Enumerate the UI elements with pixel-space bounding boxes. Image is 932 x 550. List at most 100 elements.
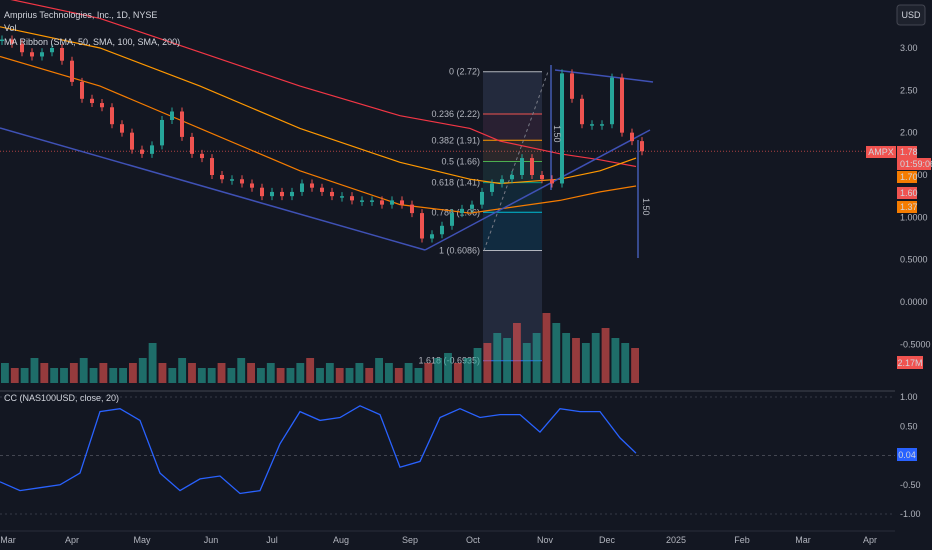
volume-bar (463, 358, 472, 383)
trendline-lower (0, 127, 426, 251)
volume-bar (365, 368, 374, 383)
candle (520, 158, 524, 175)
volume-bar (453, 363, 462, 383)
cc-tick: -0.50 (900, 480, 921, 490)
candle (430, 234, 434, 239)
candle (300, 183, 304, 192)
volume-bar (60, 368, 68, 383)
candle (380, 200, 384, 205)
volume-bar (1, 363, 9, 383)
price-tick: 2.00 (900, 128, 918, 138)
time-tick: Dec (599, 535, 616, 545)
candle (410, 204, 414, 214)
volume-bar (552, 323, 561, 383)
price-tick: 2.50 (900, 85, 918, 95)
candle (20, 43, 24, 53)
volume-bar (296, 363, 305, 383)
cc-tag-label: 0.04 (898, 450, 916, 460)
candle (180, 111, 184, 137)
volume-bar (276, 368, 285, 383)
currency-button[interactable]: USD (896, 4, 926, 26)
price-tag: 1.37 (900, 202, 918, 212)
candle (490, 183, 494, 192)
volume-bar (40, 363, 49, 383)
volume-bar (522, 343, 531, 383)
fib-band-0.786 (483, 212, 542, 251)
candle (170, 111, 174, 120)
candle (220, 175, 224, 180)
volume-bar (532, 333, 541, 383)
candle (330, 191, 334, 197)
price-candles[interactable] (0, 35, 644, 243)
candle (570, 73, 574, 99)
volume-bar (257, 368, 265, 383)
candle (260, 187, 264, 197)
time-tick: Mar (795, 535, 811, 545)
fib-label-0.236: 0.236 (2.22) (431, 109, 480, 119)
volume-bar (286, 368, 295, 383)
candle (530, 158, 534, 175)
time-tick: Mar (0, 535, 16, 545)
volume-bar (345, 368, 354, 383)
candle (240, 179, 244, 184)
price-tag-bg (897, 187, 917, 199)
candle (40, 52, 44, 57)
volume-bar (493, 333, 502, 383)
volume-bar (591, 333, 600, 383)
volume-bar (414, 368, 423, 383)
ma-line-0 (10, 0, 637, 168)
volume-bar (109, 368, 118, 383)
price-tag: 01:59:06 (900, 159, 932, 169)
candle (10, 39, 14, 44)
candle (470, 204, 474, 209)
volume-bar (611, 338, 620, 383)
ticker-label: AMPX (868, 147, 894, 157)
volume-bar (207, 368, 216, 383)
fib-band-0.236 (483, 114, 542, 141)
volume-bar (621, 343, 630, 383)
price-tag-bg (897, 146, 917, 158)
volume-bar (631, 348, 639, 383)
volume-bar (572, 338, 580, 383)
cc-line (0, 405, 637, 495)
correlation-pane[interactable] (0, 405, 637, 495)
price-tick: 1.0000 (900, 212, 928, 222)
fib-label-1: 1 (0.6086) (439, 245, 480, 255)
volume-bar (325, 363, 334, 383)
legend-symbol: Amprius Technologies, Inc., 1D, NYSE (4, 10, 157, 20)
candle (550, 179, 554, 184)
volume-bar (247, 363, 255, 383)
volume-bar (119, 368, 127, 383)
price-tick: 0.5000 (900, 255, 928, 265)
fib-band-1 (483, 250, 542, 361)
candle (400, 200, 404, 205)
candle (250, 183, 254, 188)
annotation-lower: 1.50 (641, 198, 651, 216)
volume-bar (138, 358, 147, 383)
time-tick: Apr (863, 535, 877, 545)
time-tick: Jun (204, 535, 219, 545)
volume-bar (424, 363, 433, 383)
time-axis[interactable]: Mar Apr May Jun Jul Aug Sep Oct Nov Dec 2025 Feb Mar… (0, 535, 877, 545)
volume-bar (158, 363, 167, 383)
annotation-lower-label: 1.50 (641, 198, 651, 216)
candle (640, 141, 644, 152)
candle (210, 158, 214, 175)
candle (320, 187, 324, 192)
candle (290, 191, 294, 197)
time-tick: Sep (402, 535, 418, 545)
legend-volume: Vol (4, 23, 17, 33)
volume-bar (503, 338, 511, 383)
volume-bar (20, 368, 29, 383)
volume-bar (404, 363, 413, 383)
volume-bar (542, 313, 551, 383)
volume-bar (375, 358, 383, 383)
candle (600, 124, 604, 126)
legend-ma-ribbon: MA Ribbon (SMA, 50, SMA, 100, SMA, 200) (4, 37, 180, 47)
ticker-tag: AMPX (866, 146, 896, 158)
candle (140, 149, 144, 154)
fib-background (483, 71, 542, 361)
volume-bar (355, 363, 364, 383)
trend-lines[interactable] (0, 65, 654, 258)
